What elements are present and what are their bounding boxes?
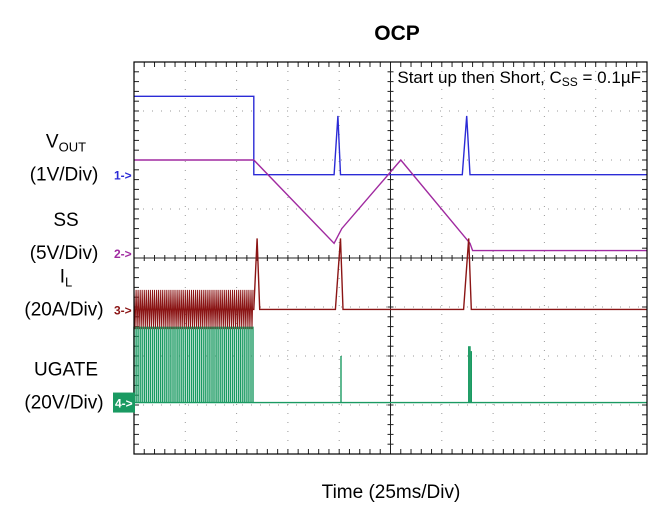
channel-name-3: IL xyxy=(60,266,73,289)
scope-grid xyxy=(133,61,648,455)
ripple-ch3 xyxy=(133,289,254,330)
marker-box-ch4 xyxy=(113,392,135,413)
trace-ch2 xyxy=(134,158,647,252)
channel-marker-2: 2-> xyxy=(114,247,132,261)
channel-marker-1: 1-> xyxy=(114,169,132,183)
channel-name-1: VOUT xyxy=(46,132,86,155)
channel-scale-2: (5V/Div) xyxy=(30,243,99,264)
plot-frame xyxy=(133,61,648,455)
x-axis-label: Time (25ms/Div) xyxy=(322,482,461,503)
channel-marker-4: 4-> xyxy=(115,397,133,411)
channel-marker-3: 3-> xyxy=(114,303,132,317)
trace-ch3 xyxy=(133,238,647,330)
channel-scale-1: (1V/Div) xyxy=(30,165,99,186)
line-ch3 xyxy=(134,238,647,311)
channel-scale-3: (20A/Div) xyxy=(24,299,103,320)
line-ch2 xyxy=(134,158,647,252)
chart-annotation: Start up then Short, CSS = 0.1µF xyxy=(397,68,641,89)
channel-scale-4: (20V/Div) xyxy=(24,393,103,414)
scope-traces xyxy=(133,95,647,404)
channel-labels: VOUT (1V/Div) 1-> SS (5V/Div) 2-> IL (20A/Div) 3… xyxy=(24,132,135,414)
channel-name-4: UGATE xyxy=(34,360,98,381)
chart-title: OCP xyxy=(374,22,420,45)
trace-ch1 xyxy=(134,95,647,176)
trace-ch4 xyxy=(133,326,647,404)
pulses-ch4 xyxy=(133,326,254,403)
line-ch1 xyxy=(134,95,647,176)
channel-name-2: SS xyxy=(53,210,78,231)
